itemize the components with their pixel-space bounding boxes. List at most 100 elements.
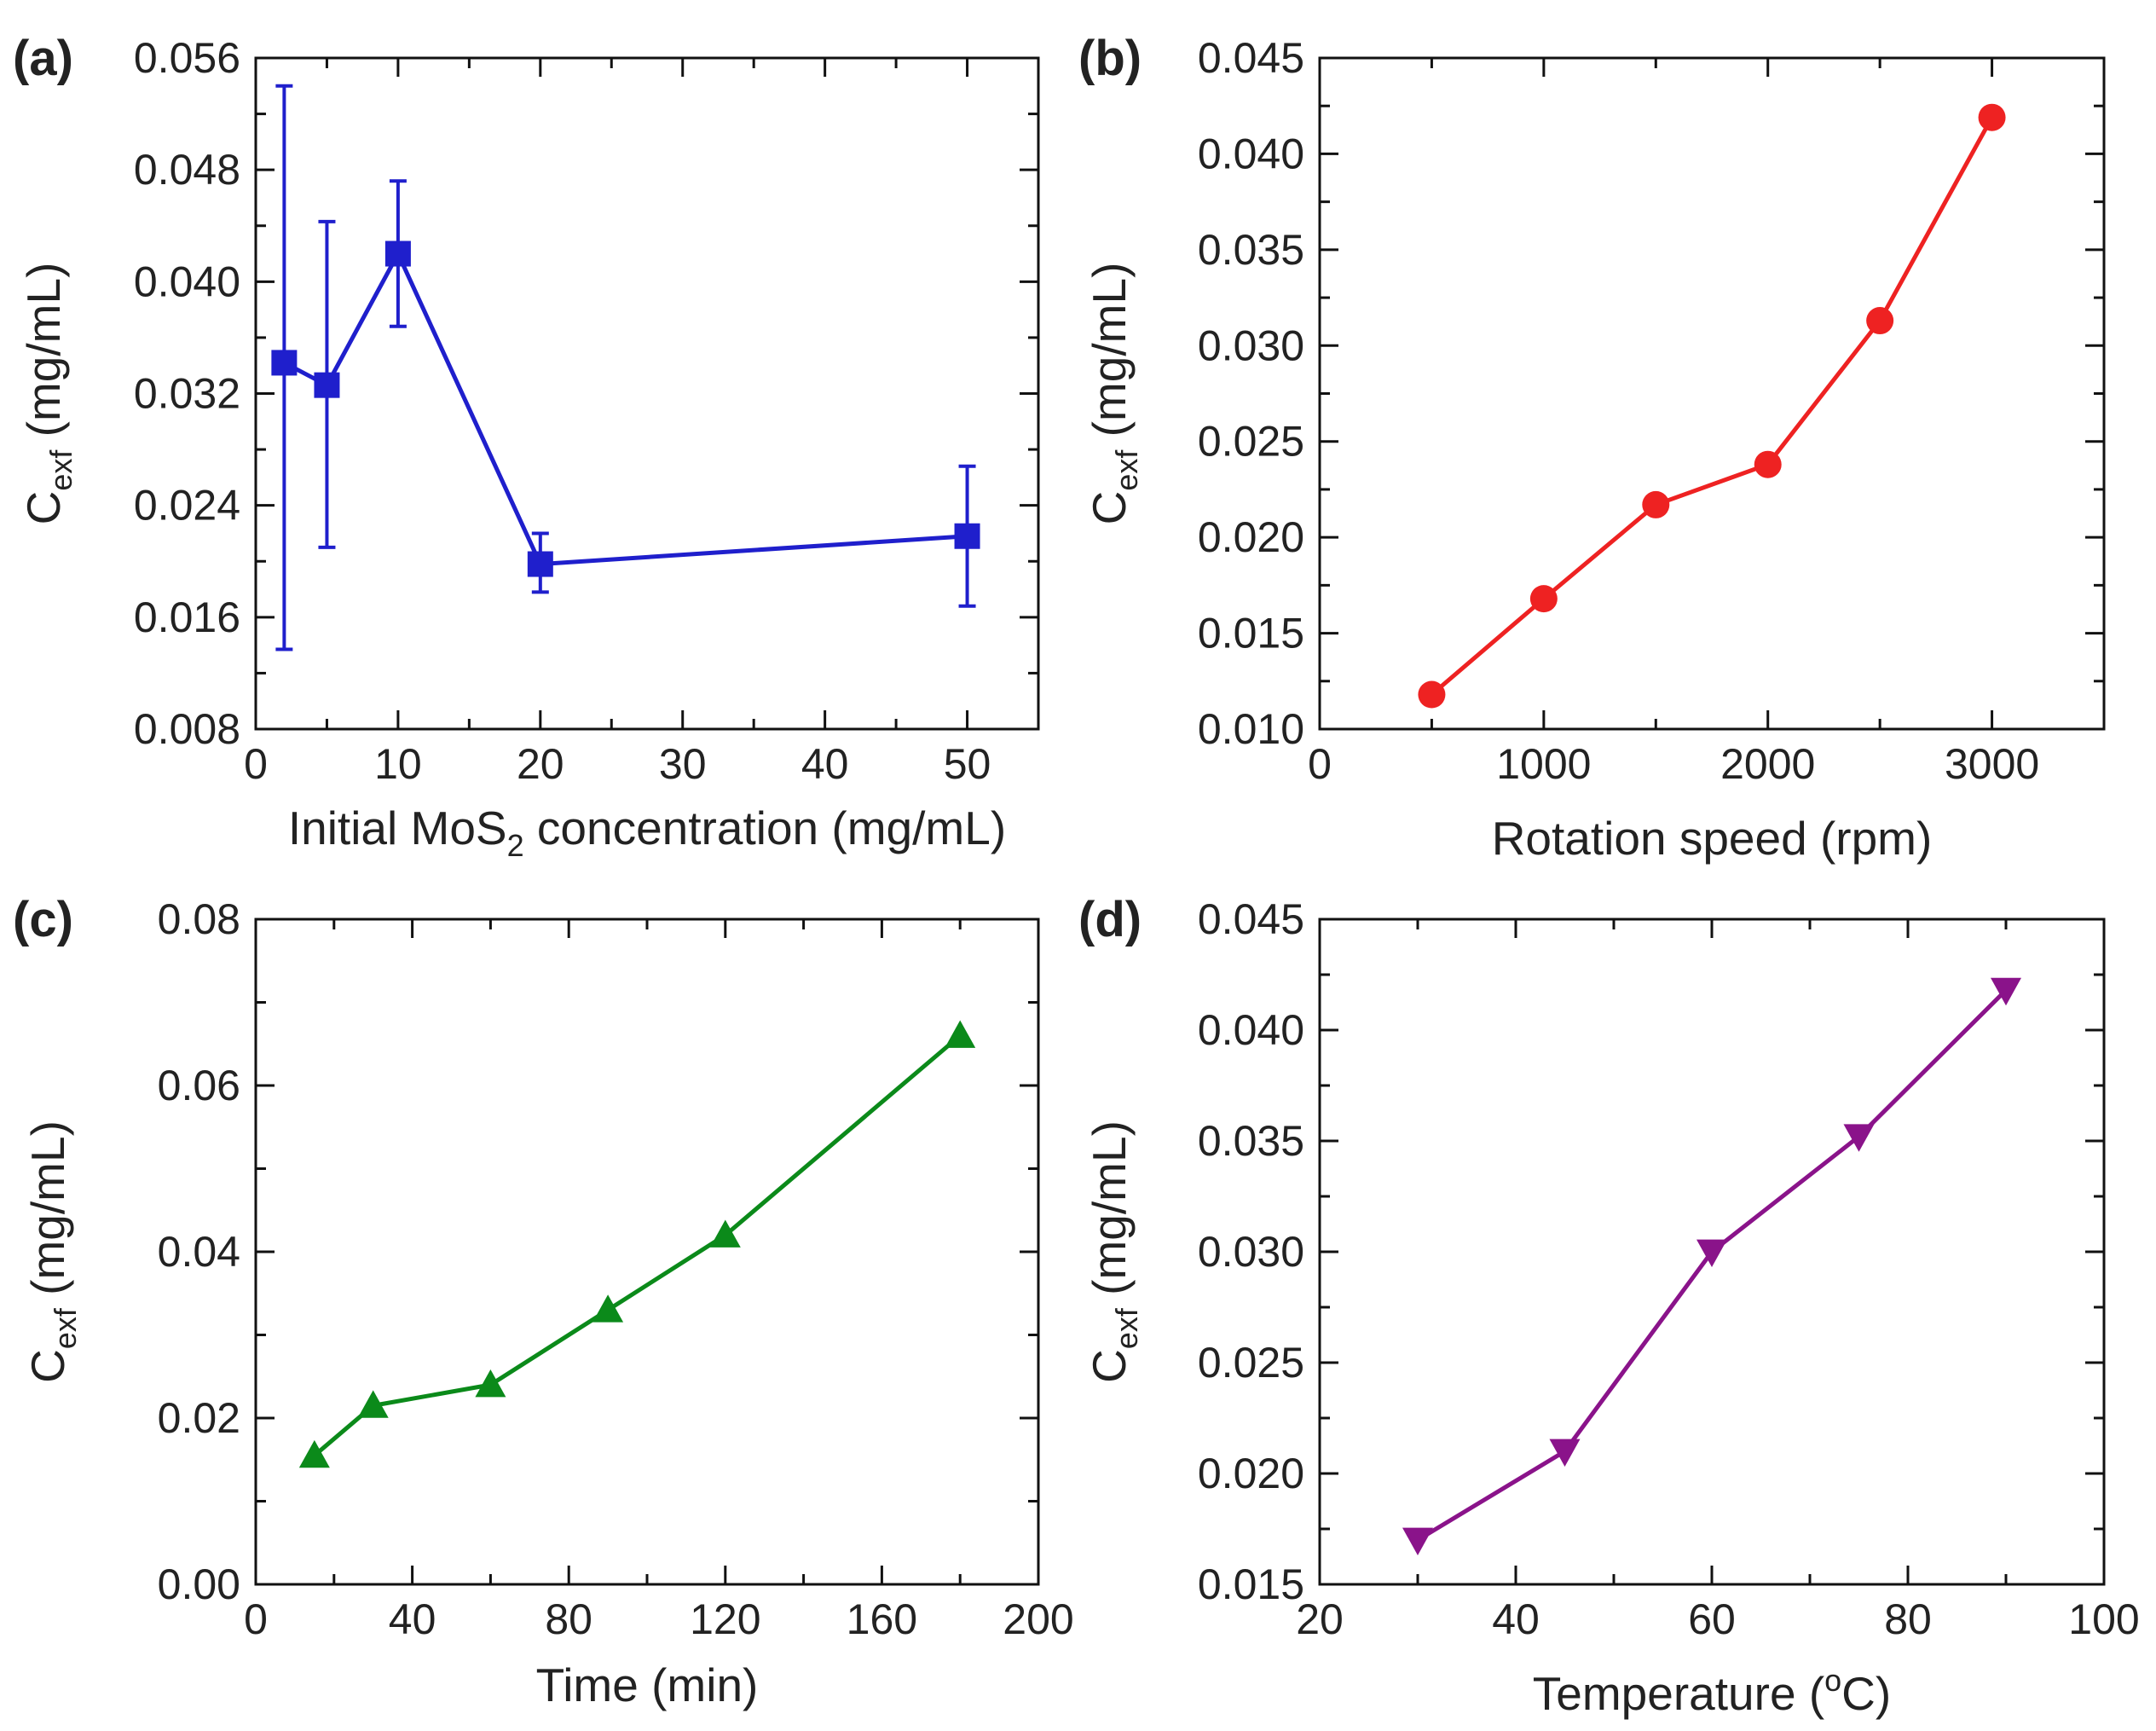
y-tick-label: 0.02 xyxy=(158,1394,240,1442)
plot-frame xyxy=(254,918,1040,1586)
y-tick-label: 0.06 xyxy=(158,1062,240,1109)
data-point xyxy=(1754,450,1782,478)
y-axis-label-unit: (mg/mL) xyxy=(21,1120,74,1308)
x-axis-label-pre: Time (min) xyxy=(536,1659,759,1711)
x-axis-label-post: concentration (mg/mL) xyxy=(524,802,1007,854)
x-axis-label-sub: 2 xyxy=(507,828,524,863)
y-tick-label: 0.040 xyxy=(1198,130,1304,177)
data-point xyxy=(1978,103,2006,131)
x-tick-label: 80 xyxy=(545,1595,592,1643)
data-point xyxy=(1866,307,1894,335)
y-tick-label: 0.030 xyxy=(1198,321,1304,369)
data-point xyxy=(298,1439,330,1468)
y-tick-label: 0.045 xyxy=(1198,895,1304,943)
y-axis-label-unit: (mg/mL) xyxy=(1083,1120,1136,1308)
x-axis-label-pre: Initial MoS xyxy=(288,802,507,854)
y-tick-label: 0.030 xyxy=(1198,1228,1304,1276)
y-tick-label: 0.00 xyxy=(158,1560,240,1608)
x-tick-label: 0 xyxy=(1308,740,1332,788)
y-tick-label: 0.035 xyxy=(1198,1117,1304,1165)
x-axis-label-sup: o xyxy=(1824,1663,1841,1698)
x-tick-label: 2000 xyxy=(1720,740,1815,788)
data-point xyxy=(475,1369,506,1398)
data-point xyxy=(1843,1124,1875,1152)
data-point xyxy=(1991,977,2021,1006)
series-line xyxy=(283,252,968,567)
y-tick-label: 0.015 xyxy=(1198,1560,1304,1608)
data-point xyxy=(1549,1439,1581,1467)
y-tick-label: 0.04 xyxy=(158,1228,240,1276)
x-tick-label: 30 xyxy=(659,740,707,788)
x-axis-label-pre: Temperature ( xyxy=(1533,1667,1824,1720)
x-tick-label: 50 xyxy=(944,740,991,788)
x-tick-label: 0 xyxy=(244,740,268,788)
data-point xyxy=(271,350,298,376)
data-point xyxy=(1402,1527,1433,1555)
y-axis-label: Cexf (mg/mL) xyxy=(1083,1120,1144,1383)
y-axis-label-sub: exf xyxy=(1109,1307,1144,1349)
y-axis-label-main: C xyxy=(17,491,70,525)
x-tick-label: 1000 xyxy=(1496,740,1591,788)
x-axis-label: Initial MoS2 concentration (mg/mL) xyxy=(288,802,1006,863)
y-axis-label: Cexf (mg/mL) xyxy=(17,263,78,525)
y-axis-label-main: C xyxy=(21,1349,74,1383)
data-point xyxy=(1642,490,1670,518)
x-tick-label: 0 xyxy=(244,1595,268,1643)
y-tick-label: 0.024 xyxy=(134,482,240,530)
y-axis-label-unit: (mg/mL) xyxy=(1083,263,1136,450)
y-tick-label: 0.032 xyxy=(134,370,240,418)
y-tick-label: 0.025 xyxy=(1198,1339,1304,1387)
data-point xyxy=(954,523,980,549)
x-axis-label-post: C) xyxy=(1841,1667,1891,1720)
plot-frame xyxy=(1318,56,2106,731)
y-tick-label: 0.008 xyxy=(134,705,240,753)
x-tick-label: 40 xyxy=(389,1595,436,1643)
x-axis-label: Temperature (oC) xyxy=(1533,1663,1891,1720)
x-tick-label: 160 xyxy=(847,1595,917,1643)
x-tick-label: 20 xyxy=(517,740,564,788)
chart-panel-c: 0 40 80 120 160 200 0.00 0.02 0.04 0.06 0.08 (c) Cex… xyxy=(13,892,1074,1711)
x-tick-label: 200 xyxy=(1003,1595,1073,1643)
y-tick-label: 0.040 xyxy=(134,258,240,305)
x-tick-label: 10 xyxy=(374,740,422,788)
x-tick-label: 20 xyxy=(1296,1595,1344,1643)
data-point xyxy=(357,1390,389,1418)
series-line xyxy=(313,1033,962,1457)
y-tick-label: 0.025 xyxy=(1198,418,1304,466)
y-tick-label: 0.045 xyxy=(1198,34,1304,82)
series-line xyxy=(1430,116,1994,697)
y-tick-label: 0.048 xyxy=(134,146,240,194)
x-tick-label: 120 xyxy=(690,1595,760,1643)
data-point xyxy=(709,1219,741,1248)
y-axis-label-main: C xyxy=(1083,1349,1136,1383)
y-axis-label-sub: exf xyxy=(43,449,78,491)
panel-label: (b) xyxy=(1078,31,1142,86)
panel-label: (d) xyxy=(1078,892,1142,947)
y-tick-label: 0.016 xyxy=(134,593,240,641)
y-axis-label-sub: exf xyxy=(48,1307,83,1349)
x-tick-label: 60 xyxy=(1688,1595,1736,1643)
x-tick-label: 40 xyxy=(801,740,849,788)
data-point xyxy=(1529,585,1558,613)
y-axis-label-sub: exf xyxy=(1109,449,1144,491)
y-tick-label: 0.020 xyxy=(1198,513,1304,561)
x-tick-label: 100 xyxy=(2068,1595,2139,1643)
data-point xyxy=(1696,1239,1727,1267)
x-tick-label: 40 xyxy=(1492,1595,1540,1643)
data-point xyxy=(384,240,411,267)
x-axis-label-pre: Rotation speed (rpm) xyxy=(1492,812,1933,865)
panel-label: (a) xyxy=(13,31,73,86)
y-axis-label-unit: (mg/mL) xyxy=(17,263,70,450)
y-axis-label: Cexf (mg/mL) xyxy=(21,1120,83,1383)
x-tick-label: 3000 xyxy=(1945,740,2039,788)
y-axis-label: Cexf (mg/mL) xyxy=(1083,263,1144,525)
panel-label: (c) xyxy=(13,892,73,947)
data-point xyxy=(592,1294,624,1323)
y-tick-label: 0.010 xyxy=(1198,705,1304,753)
y-tick-label: 0.035 xyxy=(1198,226,1304,274)
y-tick-label: 0.08 xyxy=(158,895,240,943)
chart-panel-d: 20 40 60 80 100 0.015 0.020 0.025 0.030 0.035 0.04… xyxy=(1078,892,2140,1720)
chart-panel-b: 0 1000 2000 3000 0.010 0.015 0.020 0.025 0.030 0.… xyxy=(1078,31,2106,865)
y-tick-label: 0.015 xyxy=(1198,610,1304,657)
